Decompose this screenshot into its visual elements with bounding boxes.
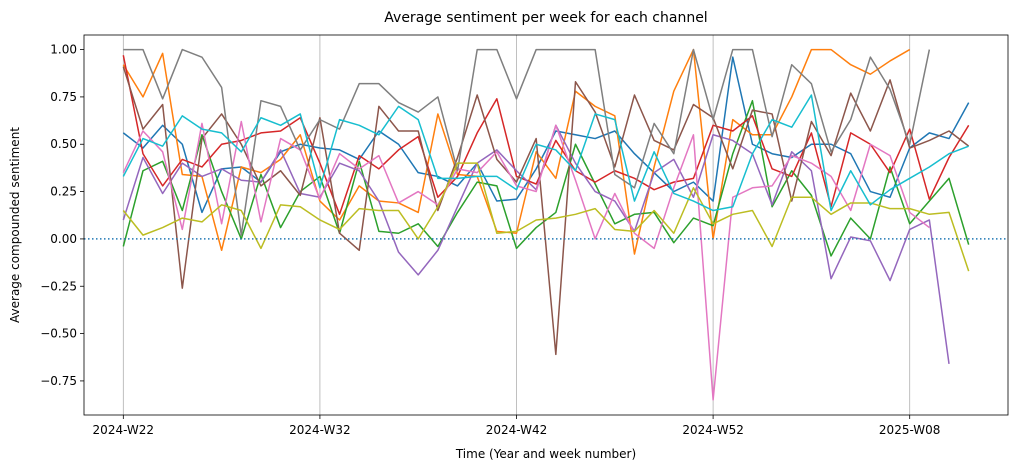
y-tick-label: 0.25 xyxy=(50,185,77,199)
y-tick-label: −0.25 xyxy=(40,279,77,293)
x-tick-label: 2024-W42 xyxy=(486,423,548,437)
ticks-layer: 2024-W22 2024-W32 2024-W42 2024-W52 2025-W08… xyxy=(40,43,940,437)
x-tick-label: 2025-W08 xyxy=(879,423,941,437)
chart-title: Average sentiment per week for each chan… xyxy=(384,10,707,26)
lines-layer xyxy=(84,48,1008,401)
series-line xyxy=(122,66,970,356)
series-line xyxy=(122,162,970,272)
y-axis-label: Average compounded sentiment xyxy=(8,127,22,323)
x-tick-label: 2024-W32 xyxy=(289,423,351,437)
grid-layer xyxy=(122,35,911,415)
y-tick-label: −0.50 xyxy=(40,327,77,341)
x-tick-label: 2024-W52 xyxy=(682,423,744,437)
series-line xyxy=(122,94,969,212)
y-tick-label: 0.50 xyxy=(50,137,77,151)
y-tick-label: 1.00 xyxy=(50,43,77,57)
series-line xyxy=(123,48,931,236)
y-tick-label: 0.00 xyxy=(50,232,77,246)
series-line xyxy=(122,120,930,401)
y-tick-label: 0.75 xyxy=(50,90,77,104)
x-tick-label: 2024-W22 xyxy=(93,423,155,437)
x-axis-label: Time (Year and week number) xyxy=(455,447,636,461)
y-tick-label: −0.75 xyxy=(40,374,77,388)
series-line xyxy=(122,124,950,364)
axes-frame xyxy=(83,34,1009,416)
